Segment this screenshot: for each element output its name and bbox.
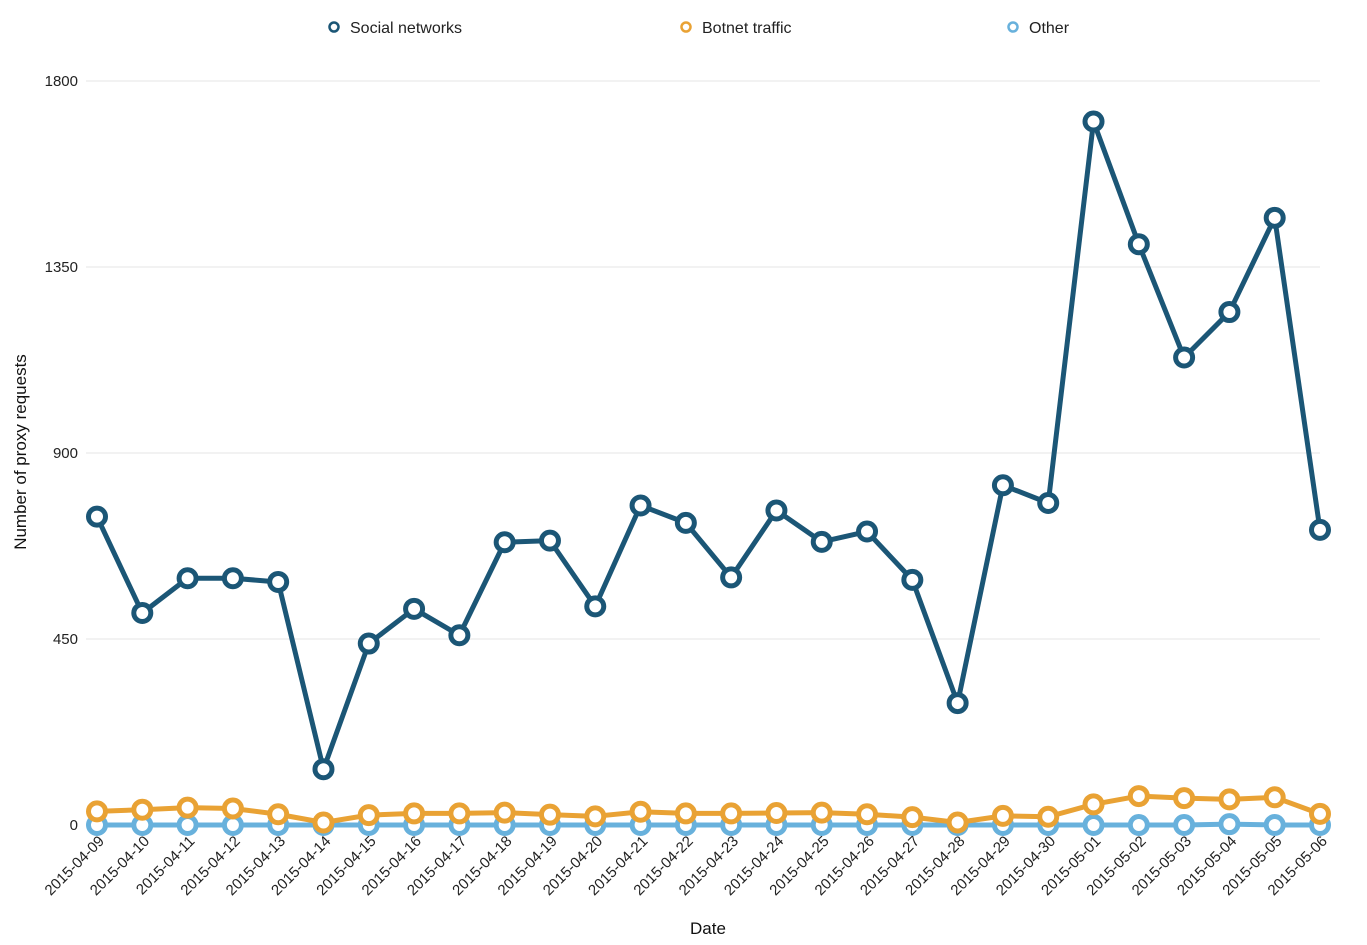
data-point (1127, 814, 1150, 836)
series-line (94, 793, 1323, 826)
data-point (901, 806, 924, 829)
data-point (1127, 233, 1150, 256)
y-tick-label: 1800 (45, 73, 78, 90)
data-point (176, 567, 199, 590)
data-point (765, 802, 788, 825)
data-point (584, 805, 607, 828)
y-tick-label: 1350 (45, 259, 78, 276)
data-point (629, 494, 652, 517)
legend-label: Botnet traffic (702, 20, 792, 37)
data-point (403, 802, 426, 825)
data-point (1173, 787, 1196, 810)
legend-marker-icon (1007, 21, 1019, 33)
data-point (403, 597, 426, 620)
data-point (131, 601, 154, 624)
series-line (94, 119, 1323, 772)
data-point (1309, 518, 1331, 541)
data-point (674, 802, 697, 825)
data-point (901, 568, 924, 591)
data-point (538, 529, 561, 552)
y-tick-label: 450 (53, 631, 78, 648)
data-point (1263, 786, 1286, 809)
legend-item: Social networks (328, 20, 462, 37)
data-point (720, 802, 743, 825)
grid (86, 80, 1320, 826)
data-point (1173, 814, 1196, 836)
data-point (946, 692, 969, 715)
data-point (176, 814, 199, 836)
data-point (221, 567, 244, 590)
data-point (856, 803, 879, 826)
series-0 (86, 110, 1331, 781)
legend-item: Other (1007, 20, 1070, 37)
x-axis-title: Date (690, 919, 726, 938)
series-line (94, 821, 1323, 828)
data-point (1218, 301, 1241, 324)
legend-marker-icon (680, 21, 692, 33)
legend-label: Other (1029, 20, 1070, 37)
data-point (267, 803, 290, 826)
data-point (765, 499, 788, 522)
data-point (1263, 206, 1286, 229)
data-point (856, 520, 879, 543)
data-point (1218, 813, 1241, 836)
y-axis: 0 450 900 1350 1800 (45, 73, 78, 834)
data-point (810, 530, 833, 553)
y-tick-label: 0 (70, 817, 78, 834)
data-point (1037, 805, 1060, 828)
data-point (1037, 492, 1060, 515)
plot-area (86, 110, 1331, 836)
data-point (1082, 110, 1105, 133)
legend: Social networks Botnet traffic Other (328, 20, 1070, 37)
data-point (1218, 788, 1241, 811)
legend-label: Social networks (350, 20, 462, 37)
data-point (86, 505, 108, 528)
y-tick-label: 900 (53, 445, 78, 462)
data-point (1082, 793, 1105, 816)
data-point (1309, 802, 1331, 825)
data-point (312, 811, 335, 834)
data-point (86, 800, 108, 823)
data-point (448, 624, 471, 647)
data-point (810, 801, 833, 824)
data-point (584, 595, 607, 618)
data-point (1173, 346, 1196, 369)
legend-marker-icon (328, 21, 340, 33)
data-point (221, 797, 244, 820)
data-point (1263, 814, 1286, 836)
data-point (991, 474, 1014, 497)
data-point (991, 804, 1014, 827)
legend-item: Botnet traffic (680, 20, 792, 37)
data-point (357, 804, 380, 827)
data-point (1127, 785, 1150, 808)
data-point (312, 758, 335, 781)
series-1 (86, 785, 1331, 834)
data-point (493, 531, 516, 554)
data-point (131, 798, 154, 821)
data-point (357, 632, 380, 655)
x-axis: 2015-04-092015-04-102015-04-112015-04-12… (42, 833, 1331, 899)
data-point (267, 570, 290, 593)
data-point (674, 511, 697, 534)
y-axis-title: Number of proxy requests (11, 354, 30, 550)
data-point (1082, 814, 1105, 836)
data-point (176, 796, 199, 819)
data-point (448, 802, 471, 825)
data-point (946, 811, 969, 834)
data-point (629, 800, 652, 823)
data-point (493, 801, 516, 824)
data-point (538, 803, 561, 826)
data-point (720, 566, 743, 589)
